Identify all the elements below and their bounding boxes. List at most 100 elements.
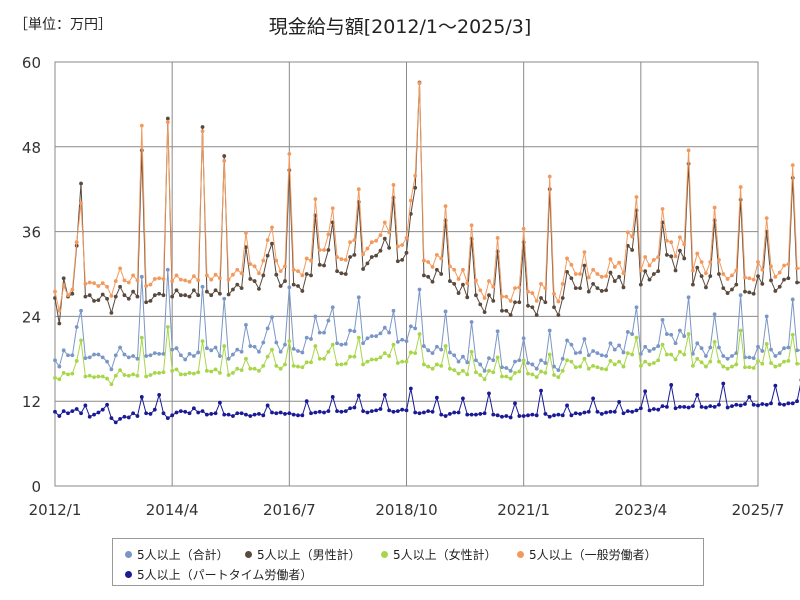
series-point-0: [178, 353, 183, 358]
series-point-3: [404, 236, 409, 240]
series-point-2: [361, 362, 366, 367]
series-point-2: [421, 362, 426, 367]
x-tick-label: 2023/4: [614, 501, 667, 519]
series-point-0: [586, 353, 591, 358]
series-point-2: [426, 364, 431, 369]
series-point-4: [356, 393, 361, 398]
series-point-3: [209, 277, 214, 282]
series-point-3: [500, 294, 504, 299]
series-point-2: [482, 377, 487, 382]
series-point-4: [57, 414, 62, 418]
series-point-4: [751, 402, 756, 407]
series-point-1: [109, 310, 114, 315]
series-point-0: [148, 353, 153, 358]
series-point-2: [608, 359, 613, 363]
series-point-0: [604, 354, 609, 358]
series-point-1: [491, 298, 496, 303]
series-point-0: [70, 353, 75, 358]
series-point-2: [382, 351, 387, 356]
series-point-1: [508, 313, 513, 317]
series-point-4: [790, 401, 795, 406]
series-point-1: [573, 286, 578, 291]
series-point-4: [764, 402, 769, 407]
series-point-1: [296, 284, 300, 288]
series-point-0: [461, 354, 465, 359]
series-point-4: [769, 401, 773, 406]
series-point-4: [686, 405, 691, 410]
series-point-3: [764, 216, 769, 221]
series-point-0: [612, 347, 617, 352]
series-point-1: [621, 285, 626, 290]
series-point-0: [625, 330, 630, 334]
series-point-4: [83, 403, 88, 408]
series-point-2: [660, 342, 665, 347]
series-point-1: [70, 291, 75, 296]
series-point-3: [413, 173, 418, 178]
series-point-2: [322, 356, 326, 361]
series-point-3: [643, 255, 648, 259]
series-point-3: [374, 238, 379, 243]
series-point-2: [547, 352, 552, 357]
series-point-3: [573, 272, 578, 276]
series-point-3: [782, 263, 786, 268]
series-point-0: [447, 350, 452, 355]
series-point-3: [343, 257, 348, 262]
series-point-0: [578, 350, 582, 355]
series-point-4: [361, 409, 366, 413]
series-point-1: [348, 255, 352, 259]
series-point-0: [773, 354, 778, 358]
series-point-3: [248, 262, 253, 267]
series-point-1: [187, 294, 192, 299]
series-point-0: [630, 332, 635, 336]
series-point-1: [300, 289, 305, 293]
series-point-2: [773, 364, 778, 369]
series-point-0: [291, 347, 296, 351]
series-point-0: [235, 347, 240, 352]
series-point-4: [196, 410, 201, 415]
x-tick-label: 2021/1: [497, 501, 550, 519]
series-point-1: [105, 296, 109, 301]
series-point-0: [57, 364, 62, 369]
series-point-0: [278, 349, 283, 354]
series-point-0: [96, 352, 101, 357]
series-point-4: [691, 404, 695, 409]
series-point-4: [517, 414, 522, 418]
series-point-2: [491, 370, 496, 375]
series-point-1: [777, 284, 782, 289]
series-point-4: [599, 412, 604, 416]
series-point-0: [439, 347, 444, 352]
series-point-0: [682, 334, 687, 339]
series-point-3: [421, 258, 426, 263]
series-point-2: [474, 370, 478, 375]
series-point-3: [257, 271, 261, 276]
series-point-1: [478, 302, 483, 307]
series-point-3: [586, 275, 591, 280]
series-point-4: [795, 399, 799, 404]
series-point-3: [339, 257, 344, 262]
series-point-4: [421, 410, 426, 415]
y-tick-label: 36: [22, 224, 41, 242]
series-point-2: [53, 375, 57, 380]
series-point-1: [196, 293, 201, 298]
series-point-0: [408, 324, 413, 329]
series-point-1: [743, 289, 747, 294]
series-point-2: [100, 374, 105, 379]
y-tick-label: 0: [31, 478, 41, 496]
series-point-3: [183, 278, 188, 283]
series-point-3: [430, 265, 435, 269]
series-point-0: [265, 326, 270, 331]
series-point-0: [621, 350, 626, 355]
series-point-4: [304, 399, 309, 404]
series-point-2: [552, 373, 556, 377]
series-point-4: [326, 409, 331, 413]
legend-item: 5人以上（一般労働者）: [517, 546, 657, 563]
series-point-0: [300, 350, 305, 355]
series-point-3: [109, 294, 114, 298]
series-point-2: [183, 372, 188, 377]
series-point-0: [213, 345, 218, 350]
series-point-2: [61, 371, 66, 375]
series-point-4: [417, 411, 422, 416]
series-point-1: [430, 279, 435, 284]
series-point-0: [452, 353, 457, 358]
